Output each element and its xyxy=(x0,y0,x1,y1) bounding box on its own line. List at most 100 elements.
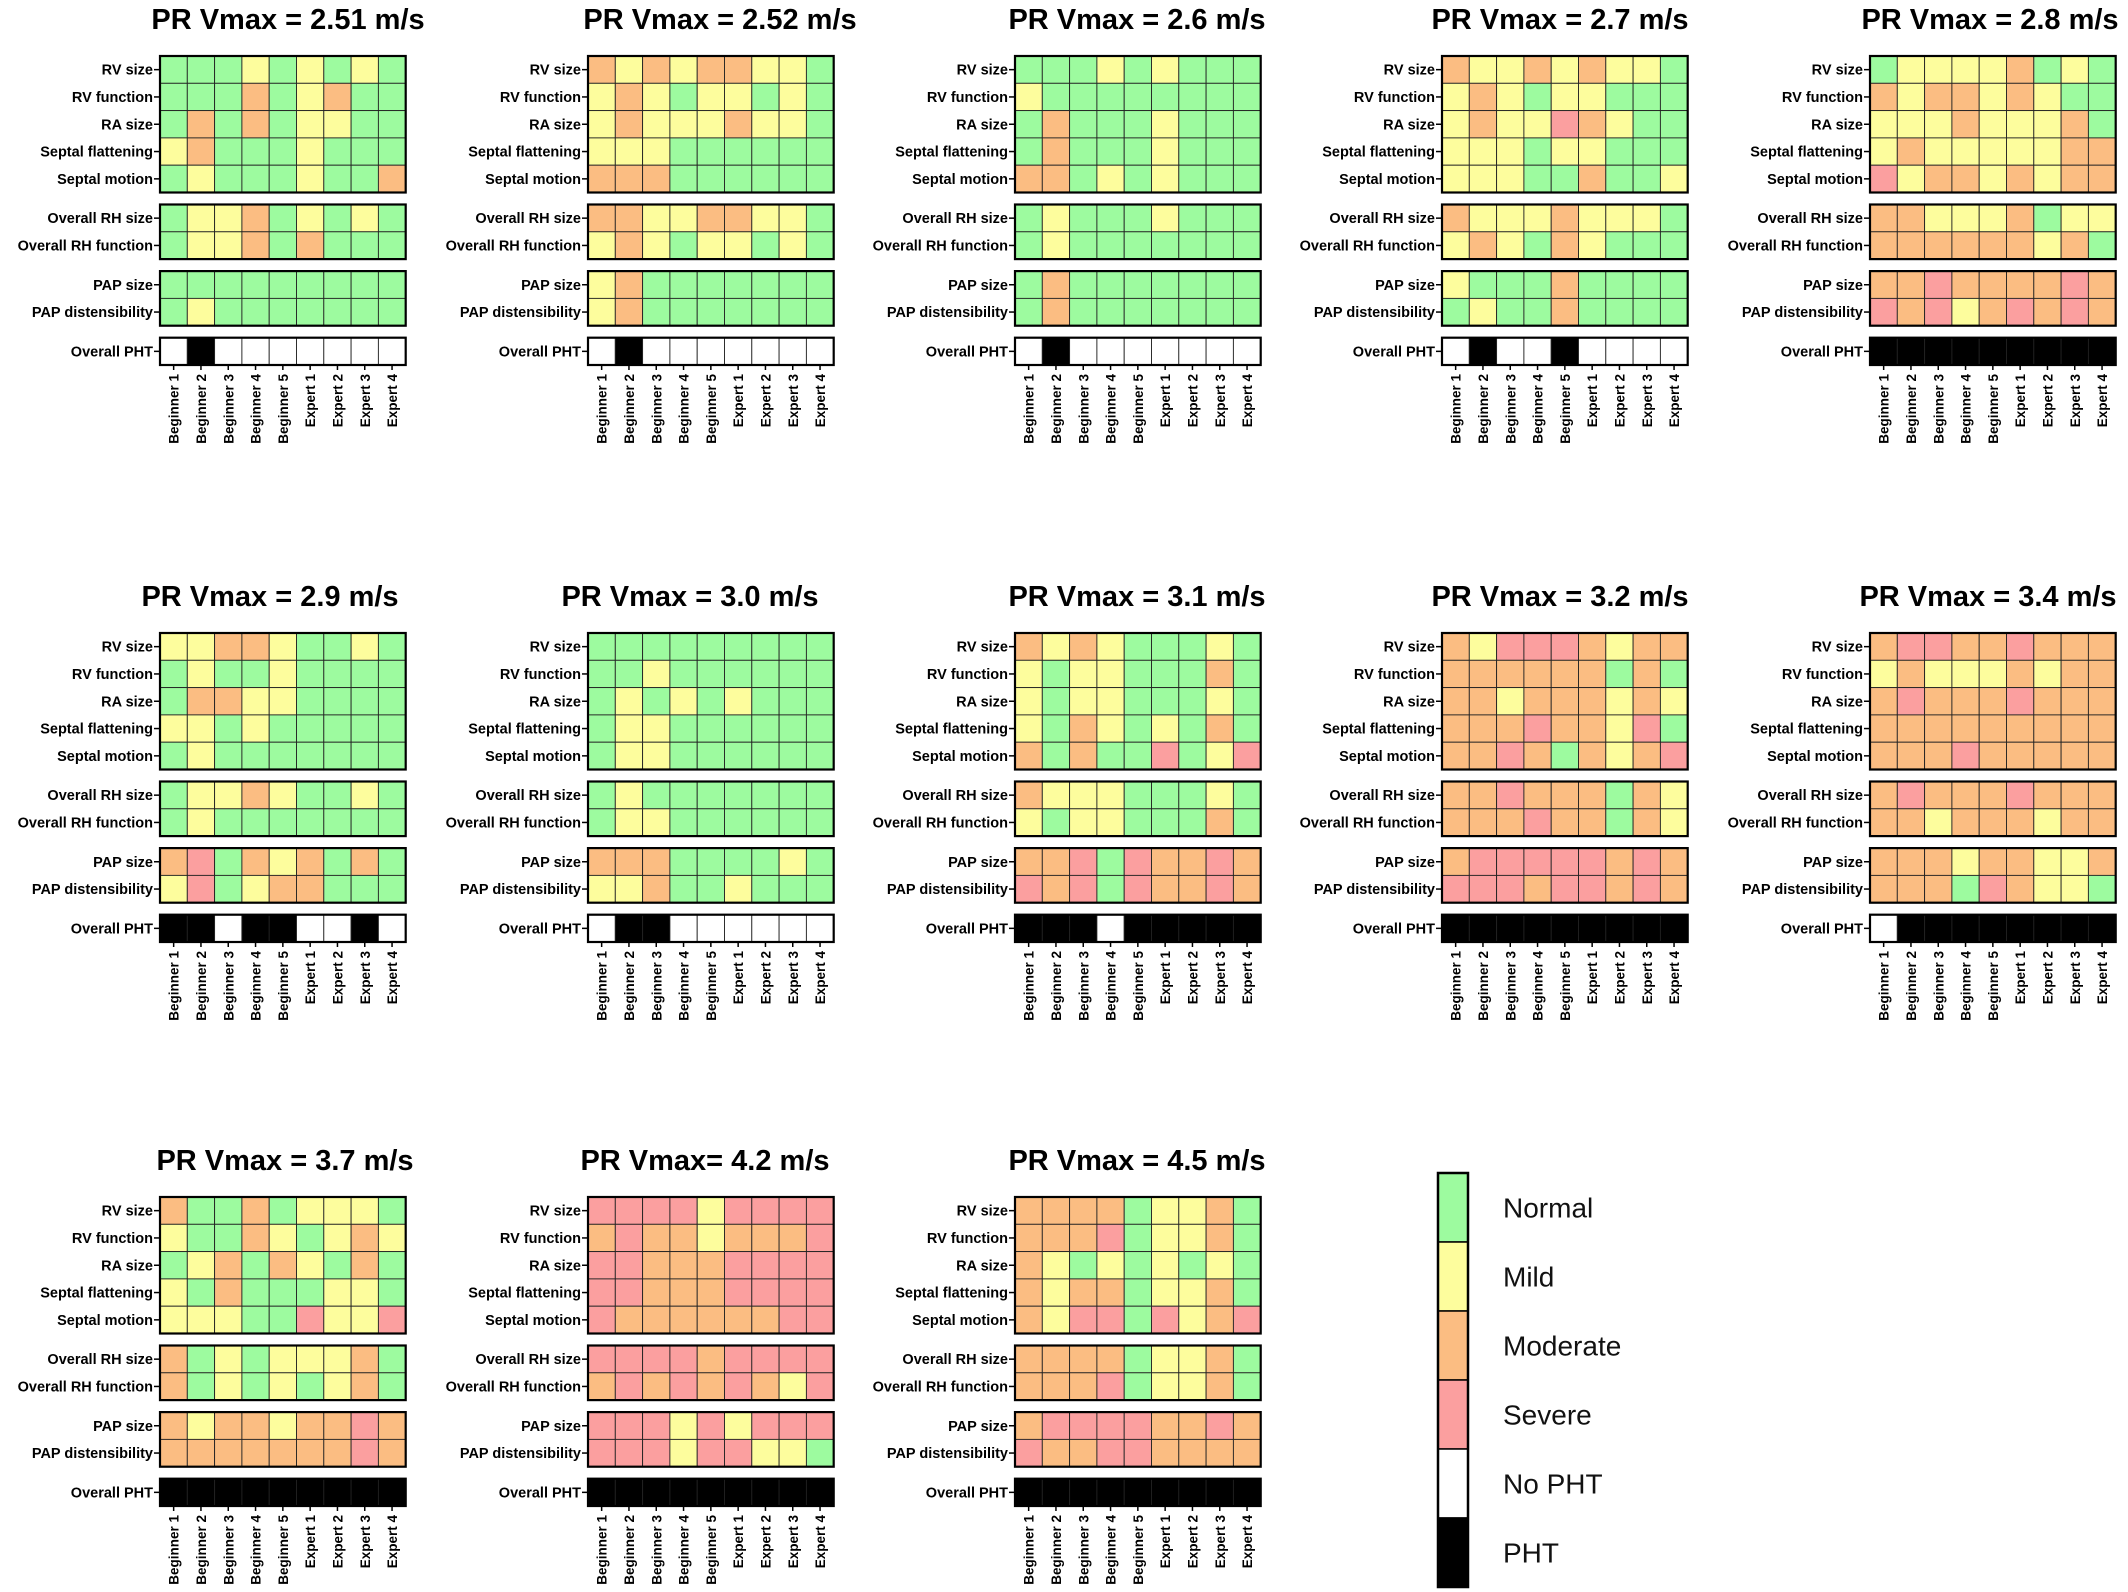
heatmap-cell xyxy=(805,1345,835,1374)
heatmap-cell xyxy=(614,1438,644,1468)
heatmap-cell xyxy=(805,82,835,112)
heatmap-cell xyxy=(1523,337,1552,366)
heatmap-cell xyxy=(1069,1278,1098,1307)
col-label: Expert 3 xyxy=(2068,374,2083,428)
heatmap-cell xyxy=(350,164,379,193)
heatmap-cell xyxy=(614,337,644,366)
legend-label-pht: PHT xyxy=(1503,1538,1559,1569)
heatmap-cell xyxy=(1014,1305,1043,1334)
heatmap-cell xyxy=(642,231,671,260)
panel-title: PR Vmax = 3.1 m/s xyxy=(1008,581,1265,613)
row-label-septal-motion: Septal motion xyxy=(912,172,1008,188)
heatmap-cell xyxy=(614,1372,644,1401)
heatmap-cell xyxy=(1041,1372,1071,1401)
heatmap-cell xyxy=(1232,1251,1262,1280)
heatmap-cell xyxy=(587,1345,616,1374)
heatmap-cell xyxy=(323,1345,352,1374)
heatmap-cell xyxy=(614,164,644,193)
heatmap-cell xyxy=(377,164,407,193)
heatmap-cell xyxy=(1605,270,1634,299)
heatmap-cell xyxy=(1069,1196,1098,1225)
heatmap-cell xyxy=(1605,847,1634,876)
heatmap-cell xyxy=(214,1438,243,1468)
heatmap-cell xyxy=(350,1411,379,1440)
heatmap-cell xyxy=(1951,337,1980,366)
heatmap-cell xyxy=(1441,297,1470,327)
heatmap-cell xyxy=(377,632,407,661)
col-label: Expert 4 xyxy=(2095,951,2110,1005)
heatmap-cell xyxy=(186,270,216,299)
heatmap-cell xyxy=(1523,55,1552,84)
col-label: Beginner 2 xyxy=(1049,1515,1064,1585)
heatmap-cell xyxy=(1951,137,1980,166)
heatmap-cell xyxy=(1951,110,1980,139)
col-label: Expert 1 xyxy=(1585,951,1600,1005)
heatmap-cell xyxy=(1468,55,1498,84)
row-label-ra-size: RA size xyxy=(101,117,153,133)
heatmap-cell xyxy=(1151,1278,1180,1307)
group-border xyxy=(1440,846,1689,904)
heatmap-cell xyxy=(1232,874,1262,904)
heatmap-cell xyxy=(1232,82,1262,112)
heatmap-cell xyxy=(1978,204,2007,233)
heatmap-cell xyxy=(1178,659,1207,689)
heatmap-cell xyxy=(214,55,243,84)
heatmap-cell xyxy=(159,1223,188,1253)
heatmap-cell xyxy=(1468,270,1498,299)
heatmap-cell xyxy=(1951,741,1980,770)
heatmap-cell xyxy=(1869,297,1898,327)
heatmap-cell xyxy=(296,1372,325,1401)
heatmap-cell xyxy=(1578,297,1607,327)
heatmap-cell xyxy=(2087,659,2117,689)
heatmap-cell xyxy=(1151,231,1180,260)
heatmap-cell xyxy=(1205,808,1234,837)
heatmap-cell xyxy=(350,204,379,233)
heatmap-cell xyxy=(214,1345,243,1374)
heatmap-cell xyxy=(1014,1411,1043,1440)
heatmap-cell xyxy=(1041,110,1071,139)
heatmap-cell xyxy=(1014,914,1043,943)
heatmap-cell xyxy=(587,337,616,366)
heatmap-cell xyxy=(1123,1372,1152,1401)
heatmap-cell xyxy=(1205,1438,1234,1468)
row-label-overall-rh-size: Overall RH size xyxy=(475,1352,581,1368)
heatmap-cell xyxy=(587,847,616,876)
heatmap-cell xyxy=(2033,337,2062,366)
heatmap-cell xyxy=(778,847,807,876)
heatmap-cell xyxy=(1896,741,1926,770)
heatmap-cell xyxy=(696,137,725,166)
heatmap-cell xyxy=(268,874,297,904)
row-label-septal-motion: Septal motion xyxy=(912,749,1008,765)
row-label-pap-distensibility: PAP distensibility xyxy=(887,305,1008,321)
row-label-pap-size: PAP size xyxy=(93,1419,153,1435)
row-label-rv-function: RV function xyxy=(1782,90,1863,106)
heatmap-cell xyxy=(1659,741,1689,770)
heatmap-cell xyxy=(241,1196,270,1225)
heatmap-cell xyxy=(1123,687,1152,716)
heatmap-cell xyxy=(1468,714,1498,743)
heatmap-cell xyxy=(1123,1196,1152,1225)
heatmap-cell xyxy=(587,82,616,112)
heatmap-cell xyxy=(1014,1278,1043,1307)
heatmap-cell xyxy=(805,914,835,943)
heatmap-panel: PR Vmax = 2.52 m/s RV size RV function RA s… xyxy=(446,4,857,444)
col-label: Beginner 1 xyxy=(1022,1515,1037,1585)
heatmap-cell xyxy=(1523,632,1552,661)
heatmap-cell xyxy=(696,781,725,810)
row-label-rv-function: RV function xyxy=(1354,90,1435,106)
heatmap-cell xyxy=(1578,714,1607,743)
heatmap-cell xyxy=(377,82,407,112)
heatmap-cell xyxy=(724,1305,753,1334)
heatmap-cell xyxy=(186,231,216,260)
heatmap-cell xyxy=(1123,297,1152,327)
col-label: Beginner 4 xyxy=(1104,1515,1119,1585)
heatmap-cell xyxy=(1468,82,1498,112)
heatmap-cell xyxy=(805,1478,835,1507)
heatmap-cell xyxy=(1232,741,1262,770)
heatmap-cell xyxy=(1869,687,1898,716)
heatmap-cell xyxy=(1523,164,1552,193)
heatmap-cell xyxy=(751,847,780,876)
heatmap-cell xyxy=(2087,714,2117,743)
heatmap-cell xyxy=(186,874,216,904)
heatmap-cell xyxy=(1605,297,1634,327)
